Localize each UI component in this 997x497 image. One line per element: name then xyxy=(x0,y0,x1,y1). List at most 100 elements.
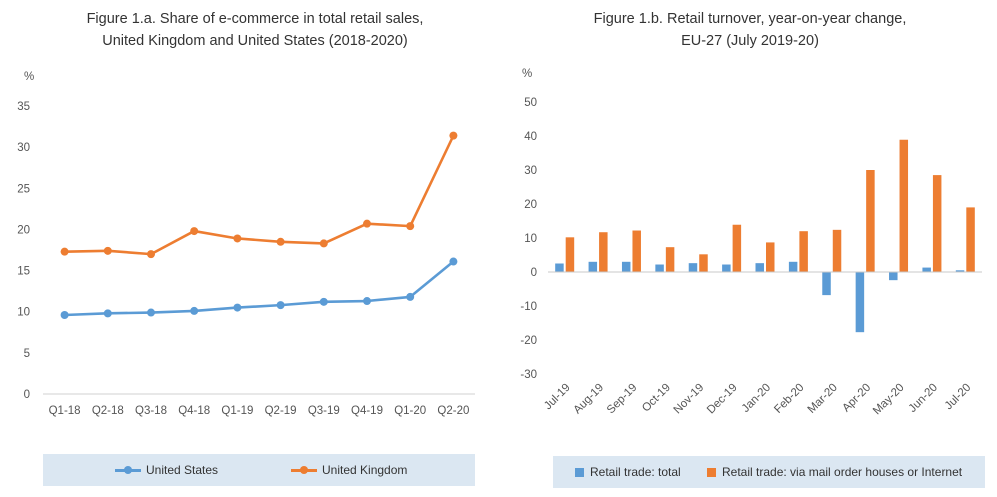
point-united-states-q1-20 xyxy=(406,292,415,301)
legend-item-united-states: United States xyxy=(115,463,218,477)
chart-b-ytick-30: 30 xyxy=(524,165,537,177)
bar-retail-trade-via-mail-order-houses-or-internet-aug-19 xyxy=(599,232,608,272)
chart-b-xtick-jan-20: Jan-20 xyxy=(740,382,773,415)
chart-b-xtick-mar-20: Mar-20 xyxy=(806,382,840,416)
point-united-kingdom-q2-18 xyxy=(103,246,112,255)
chart-b-ytick-20: 20 xyxy=(524,199,537,211)
bar-retail-trade-total-feb-20 xyxy=(788,261,798,272)
chart-b-title: Figure 1.b. Retail turnover, year-on-yea… xyxy=(520,8,980,52)
chart-b-title-text: Figure 1.b. Retail turnover, year-on-yea… xyxy=(593,11,907,49)
chart-a-ytick-30: 30 xyxy=(17,142,30,154)
chart-b-xtick-nov-19: Nov-19 xyxy=(672,382,707,417)
chart-b-ytick-0: 0 xyxy=(531,267,537,279)
bar-retail-trade-via-mail-order-houses-or-internet-jun-20 xyxy=(932,175,942,272)
bar-retail-trade-total-mar-20 xyxy=(822,272,831,296)
chart-a-xtick-q2-20: Q2-20 xyxy=(437,405,469,417)
legend-item-retail-total: Retail trade: total xyxy=(575,465,681,479)
legend-item-united-kingdom: United Kingdom xyxy=(291,463,407,477)
point-united-kingdom-q1-18 xyxy=(60,247,69,256)
chart-a-ytick-0: 0 xyxy=(24,389,30,401)
bar-retail-trade-total-jun-20 xyxy=(922,267,931,272)
bar-retail-trade-via-mail-order-houses-or-internet-apr-20 xyxy=(866,170,875,272)
chart-b-ytick-50: 50 xyxy=(524,97,537,109)
legend-swatch-retail-total xyxy=(575,467,584,477)
legend-swatch-united-kingdom xyxy=(291,465,317,474)
bar-retail-trade-via-mail-order-houses-or-internet-feb-20 xyxy=(799,231,808,272)
series-line-united-states xyxy=(64,260,455,317)
point-united-kingdom-q4-18 xyxy=(190,227,199,236)
chart-a-xtick-q4-19: Q4-19 xyxy=(351,405,383,417)
legend-label-united-states: United States xyxy=(146,463,219,477)
chart-a-xtick-q3-18: Q3-18 xyxy=(135,405,167,417)
bar-retail-trade-total-nov-19 xyxy=(688,263,698,272)
chart-a-xtick-q2-19: Q2-19 xyxy=(265,405,297,417)
chart-a-ytick-20: 20 xyxy=(17,224,30,236)
series-line-united-kingdom xyxy=(64,135,455,256)
chart-b-ylabel: % xyxy=(522,68,532,80)
bar-retail-trade-total-jul-19 xyxy=(555,263,564,272)
bar-retail-trade-total-may-20 xyxy=(889,272,898,281)
point-united-kingdom-q3-19 xyxy=(319,239,328,248)
chart-a-xtick-q1-19: Q1-19 xyxy=(221,405,253,417)
chart-b-ytick--30: -30 xyxy=(520,369,537,381)
point-united-states-q2-18 xyxy=(103,309,112,318)
point-united-states-q1-19 xyxy=(233,303,242,312)
chart-b-xtick-may-20: May-20 xyxy=(871,382,907,418)
bar-retail-trade-via-mail-order-houses-or-internet-may-20 xyxy=(899,139,909,272)
chart-b-ytick-40: 40 xyxy=(524,131,537,143)
point-united-kingdom-q1-19 xyxy=(233,234,242,243)
bar-retail-trade-total-jul-20 xyxy=(955,270,965,272)
point-united-kingdom-q1-20 xyxy=(406,222,415,231)
bar-retail-trade-via-mail-order-houses-or-internet-jul-19 xyxy=(565,237,575,272)
point-united-kingdom-q4-19 xyxy=(363,219,371,228)
chart-a-legend: United States United Kingdom xyxy=(43,454,475,486)
point-united-states-q1-18 xyxy=(60,311,69,320)
chart-a-ylabel: % xyxy=(24,71,34,83)
bar-retail-trade-total-sep-19 xyxy=(621,261,631,272)
legend-swatch-retail-internet xyxy=(707,467,716,477)
legend-swatch-united-states xyxy=(115,465,141,474)
chart-b-xtick-jul-19: Jul-19 xyxy=(542,382,573,413)
chart-a-title-text: Figure 1.a. Share of e-commerce in total… xyxy=(86,11,424,49)
chart-b-ytick--10: -10 xyxy=(520,301,537,313)
legend-label-united-kingdom: United Kingdom xyxy=(322,463,408,477)
chart-a-xtick-q4-18: Q4-18 xyxy=(178,405,210,417)
legend-label-retail-internet: Retail trade: via mail order houses or I… xyxy=(722,465,963,479)
bar-retail-trade-via-mail-order-houses-or-internet-sep-19 xyxy=(632,230,641,272)
point-united-states-q3-18 xyxy=(147,308,155,317)
chart-b-xtick-aug-19: Aug-19 xyxy=(571,382,606,417)
legend-item-retail-internet: Retail trade: via mail order houses or I… xyxy=(707,465,962,479)
chart-b-ytick-10: 10 xyxy=(524,233,537,245)
chart-a-xtick-q2-18: Q2-18 xyxy=(92,405,124,417)
bar-retail-trade-via-mail-order-houses-or-internet-nov-19 xyxy=(699,254,708,272)
chart-b-ytick--20: -20 xyxy=(520,335,537,347)
chart-b-xtick-feb-20: Feb-20 xyxy=(772,382,806,416)
bar-retail-trade-via-mail-order-houses-or-internet-jan-20 xyxy=(766,242,775,272)
chart-b-legend: Retail trade: total Retail trade: via ma… xyxy=(553,456,985,488)
point-united-kingdom-q2-20 xyxy=(449,131,458,140)
point-united-states-q3-19 xyxy=(319,297,328,306)
point-united-states-q4-18 xyxy=(190,306,199,315)
chart-a-ytick-15: 15 xyxy=(17,266,30,278)
chart-a-xtick-q1-20: Q1-20 xyxy=(394,405,426,417)
chart-a-xtick-q3-19: Q3-19 xyxy=(308,405,340,417)
bar-retail-trade-via-mail-order-houses-or-internet-mar-20 xyxy=(832,229,842,272)
chart-b-xtick-oct-19: Oct-19 xyxy=(640,382,673,415)
chart-a-ytick-25: 25 xyxy=(17,183,30,195)
point-united-states-q2-19 xyxy=(276,301,285,310)
chart-a-ytick-5: 5 xyxy=(24,348,30,360)
point-united-kingdom-q2-19 xyxy=(276,237,285,246)
chart-a-xtick-q1-18: Q1-18 xyxy=(49,405,81,417)
chart-b-xtick-jul-20: Jul-20 xyxy=(943,382,974,413)
bar-retail-trade-total-aug-19 xyxy=(588,261,598,272)
chart-a-title: Figure 1.a. Share of e-commerce in total… xyxy=(30,8,480,52)
chart-a-ytick-10: 10 xyxy=(17,307,30,319)
point-united-states-q2-20 xyxy=(449,257,458,266)
bar-retail-trade-total-jan-20 xyxy=(755,263,764,272)
chart-b-xtick-jun-20: Jun-20 xyxy=(907,382,940,415)
bar-retail-trade-via-mail-order-houses-or-internet-dec-19 xyxy=(732,224,742,272)
bar-retail-trade-via-mail-order-houses-or-internet-jul-20 xyxy=(966,207,975,272)
chart-b-xtick-sep-19: Sep-19 xyxy=(605,382,640,417)
bar-retail-trade-total-apr-20 xyxy=(855,272,865,333)
